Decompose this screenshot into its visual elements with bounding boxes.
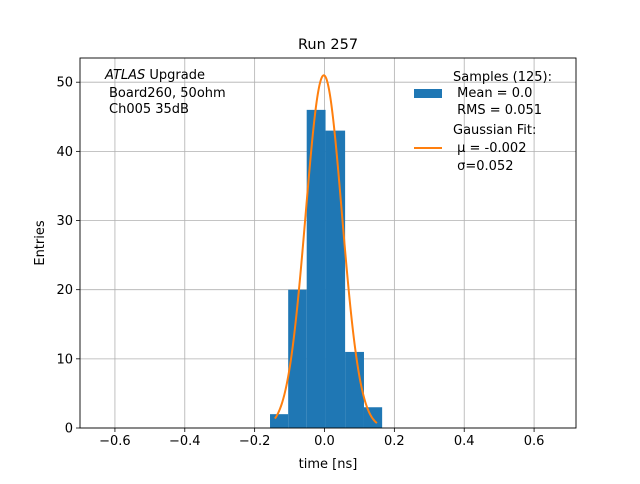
histogram-bar <box>306 109 326 429</box>
legend-fit-title: Gaussian Fit: <box>453 123 536 138</box>
x-tick-label: 0.4 <box>454 434 475 449</box>
y-axis-label: Entries <box>33 220 48 266</box>
x-axis-label: time [ns] <box>299 457 358 472</box>
histogram-bar <box>325 130 346 428</box>
board-label: Board260, 50ohm <box>109 86 226 101</box>
y-tick-label: 0 <box>65 422 73 437</box>
legend-fit-sigma: σ=0.052 <box>453 159 513 174</box>
legend-samples-rms: RMS = 0.051 <box>453 103 542 118</box>
atlas-label: ATLAS <box>104 68 145 83</box>
y-tick-label: 30 <box>56 214 73 229</box>
histogram-bar <box>288 289 307 428</box>
x-tick-label: 0.2 <box>384 434 405 449</box>
chart-title: Run 257 <box>298 37 358 53</box>
x-tick-label: −0.6 <box>99 434 131 449</box>
gaussian-fit-curve <box>274 74 378 424</box>
upgrade-label: Upgrade <box>145 68 205 83</box>
gaussian-fit <box>274 74 378 424</box>
svg-text:ATLAS Upgrade: ATLAS Upgrade <box>104 68 205 83</box>
legend-samples-title: Samples (125): <box>453 70 552 85</box>
x-tick-label: −0.4 <box>169 434 201 449</box>
y-tick-label: 40 <box>56 145 73 160</box>
legend-samples-mean: Mean = 0.0 <box>453 86 532 101</box>
x-tick-label: 0.6 <box>524 434 545 449</box>
legend: Samples (125): Mean = 0.0 RMS = 0.051 Ga… <box>414 70 552 174</box>
channel-label: Ch005 35dB <box>109 102 189 117</box>
x-tick-label: 0.0 <box>314 434 335 449</box>
x-tick-label: −0.2 <box>239 434 271 449</box>
y-tick-label: 50 <box>56 76 73 91</box>
annotation: ATLAS Upgrade Board260, 50ohm Ch005 35dB <box>104 68 226 117</box>
y-tick-label: 20 <box>56 283 73 298</box>
legend-samples-swatch <box>414 89 442 98</box>
histogram-bar <box>270 414 289 428</box>
legend-fit-mu: μ = -0.002 <box>453 141 526 156</box>
axis-ticks: −0.6 −0.4 −0.2 0.0 0.2 0.4 0.6 0 10 20 30 40 50 <box>56 76 544 449</box>
plot-frame <box>79 57 577 429</box>
y-tick-label: 10 <box>56 352 73 367</box>
